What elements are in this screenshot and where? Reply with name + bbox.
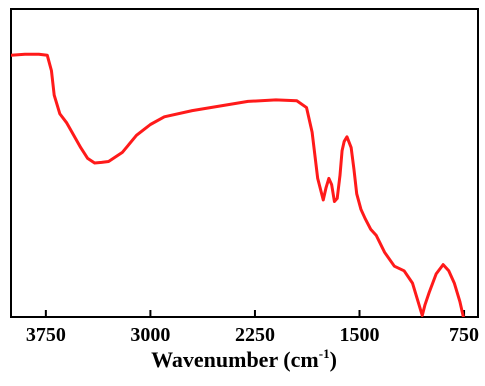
spectrum-line — [11, 52, 465, 317]
x-axis-title-main: Wavenumber (cm — [151, 347, 319, 372]
plot-area — [10, 8, 479, 318]
x-axis-title-suffix: ) — [330, 347, 337, 372]
x-tick-label: 750 — [449, 324, 479, 346]
x-axis-title-superscript: -1 — [319, 346, 330, 361]
x-tick-label: 1500 — [340, 324, 380, 346]
x-tick-label: 3750 — [26, 324, 66, 346]
x-tick-label: 3000 — [130, 324, 170, 346]
x-axis: 3750 3000 2250 1500 750 — [26, 310, 479, 346]
x-tick-label: 2250 — [235, 324, 275, 346]
x-axis-title: Wavenumber (cm-1) — [151, 346, 337, 372]
